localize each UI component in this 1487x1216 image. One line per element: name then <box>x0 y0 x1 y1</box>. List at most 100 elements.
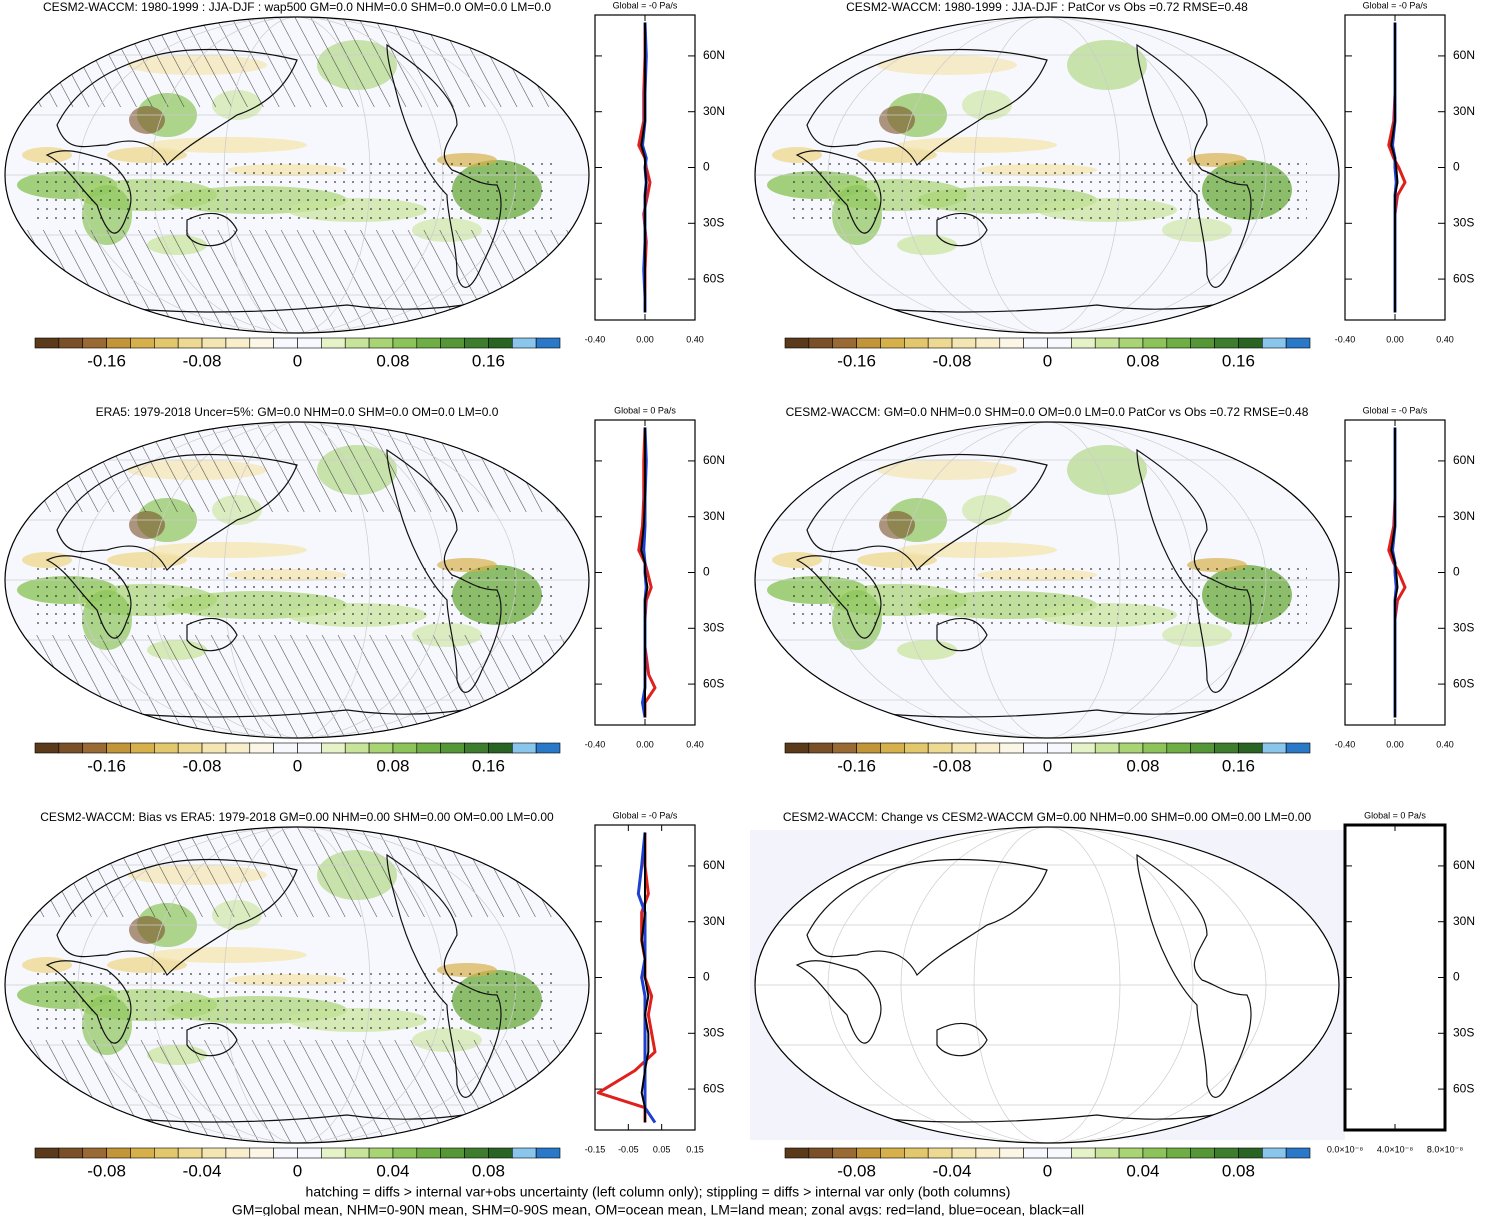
map-gridline <box>827 827 1267 1143</box>
colorbar-box <box>273 742 298 754</box>
map-gridline <box>77 827 517 1143</box>
map-gridline <box>827 17 1267 333</box>
colorbar-label: 0.08 <box>1126 351 1159 370</box>
colorbar-box <box>464 337 489 349</box>
colorbar-box <box>344 742 370 754</box>
stippling <box>37 565 557 625</box>
map-gridline <box>973 827 1121 1143</box>
coastline <box>45 150 132 234</box>
field-blob <box>962 495 1012 525</box>
colorbar-box <box>34 742 60 754</box>
field-blob <box>877 55 1017 75</box>
map-field <box>5 422 589 738</box>
colorbar-box <box>1118 1147 1144 1159</box>
colorbar-box <box>535 337 561 349</box>
colorbar-box <box>1285 742 1311 754</box>
colorbar-box <box>392 337 418 349</box>
colorbar-box <box>440 742 465 754</box>
map-gridline <box>223 422 371 738</box>
colorbar-box <box>368 1147 394 1159</box>
field-blob <box>147 137 307 153</box>
colorbar-label: 0.04 <box>1126 1161 1159 1180</box>
coastline <box>56 858 298 977</box>
zonal-title: Global = 0 Pa/s <box>1364 810 1426 820</box>
field-blob <box>1162 623 1232 647</box>
map-gridline <box>827 422 1267 738</box>
colorbar-box <box>154 742 179 754</box>
colorbar-box <box>58 742 84 754</box>
colorbar-box <box>904 1147 929 1159</box>
colorbar-box <box>511 742 537 754</box>
zonal-line <box>640 832 650 1123</box>
colorbar-box <box>999 1147 1024 1159</box>
colorbar-box <box>130 337 155 349</box>
colorbar-box <box>1142 742 1168 754</box>
x-tick-label: 0.40 <box>1436 334 1454 344</box>
colorbar-box <box>58 1147 84 1159</box>
colorbar-box <box>82 337 107 349</box>
colorbar-box <box>856 1147 881 1159</box>
colorbar-label: 0 <box>1043 351 1052 370</box>
y-tick-label: 30N <box>703 104 725 118</box>
y-tick-label: 30S <box>703 620 724 634</box>
colorbar-box <box>1023 337 1048 349</box>
coastline <box>795 150 882 234</box>
colorbar-box <box>1261 1147 1287 1159</box>
x-tick-label: 0.00 <box>636 334 654 344</box>
coastline <box>386 853 502 1098</box>
y-tick-label: 60S <box>703 676 724 690</box>
map-gridline <box>900 17 1194 333</box>
colorbar-box <box>249 742 274 754</box>
colorbar-box <box>975 742 1001 754</box>
colorbar-box <box>440 337 465 349</box>
y-tick-label: 60S <box>1453 676 1474 690</box>
field-blob <box>857 552 937 568</box>
field-blob <box>897 542 1057 558</box>
x-tick-label: 0.00 <box>636 739 654 749</box>
map-border <box>754 421 1340 739</box>
zonal-line <box>640 22 648 313</box>
colorbar-label: 0.08 <box>472 1161 505 1180</box>
zonal-line <box>596 832 657 1123</box>
colorbar-box <box>82 742 107 754</box>
x-tick-label: 4.0×10⁻⁸ <box>1377 1144 1414 1154</box>
colorbar-label: 0.08 <box>376 756 409 775</box>
colorbar-label: -0.16 <box>837 756 876 775</box>
coastline <box>186 212 238 247</box>
colorbar-box <box>1214 337 1239 349</box>
colorbar-label: -0.08 <box>933 351 972 370</box>
panel-title: CESM2-WACCM: 1980-1999 : JJA-DJF : PatCo… <box>846 0 1248 14</box>
colorbar-box <box>856 337 881 349</box>
colorbar-box <box>106 337 131 349</box>
colorbar-label: -0.04 <box>183 1161 222 1180</box>
field-blob <box>129 511 165 539</box>
colorbar-box <box>784 742 810 754</box>
zonal-title: Global = -0 Pa/s <box>1363 0 1428 10</box>
colorbar-label: -0.08 <box>183 351 222 370</box>
y-tick-label: 30S <box>703 215 724 229</box>
map-border <box>754 826 1340 1144</box>
colorbar-box <box>297 337 322 349</box>
colorbar-box <box>177 337 203 349</box>
x-tick-label: 0.40 <box>686 739 704 749</box>
colorbar-box <box>392 1147 418 1159</box>
zonal-line <box>640 427 649 718</box>
panel-title: CESM2-WACCM: Bias vs ERA5: 1979-2018 GM=… <box>40 810 554 824</box>
coastline <box>186 617 238 652</box>
zonal-line <box>636 832 657 1124</box>
coastline <box>806 858 1048 977</box>
y-tick-label: 30N <box>703 509 725 523</box>
colorbar-box <box>1118 337 1144 349</box>
field-blob <box>1067 445 1147 495</box>
zonal-line <box>1390 427 1399 718</box>
colorbar-box <box>416 337 441 349</box>
colorbar-label: -0.16 <box>87 756 126 775</box>
field-blob <box>1162 218 1232 242</box>
map-gridline <box>77 422 517 738</box>
footer-line: GM=global mean, NHM=0-90N mean, SHM=0-90… <box>232 1202 1084 1216</box>
x-tick-label: -0.40 <box>585 334 606 344</box>
colorbar-label: 0 <box>293 756 302 775</box>
colorbar-label: -0.08 <box>837 1161 876 1180</box>
field-blob <box>879 511 915 539</box>
